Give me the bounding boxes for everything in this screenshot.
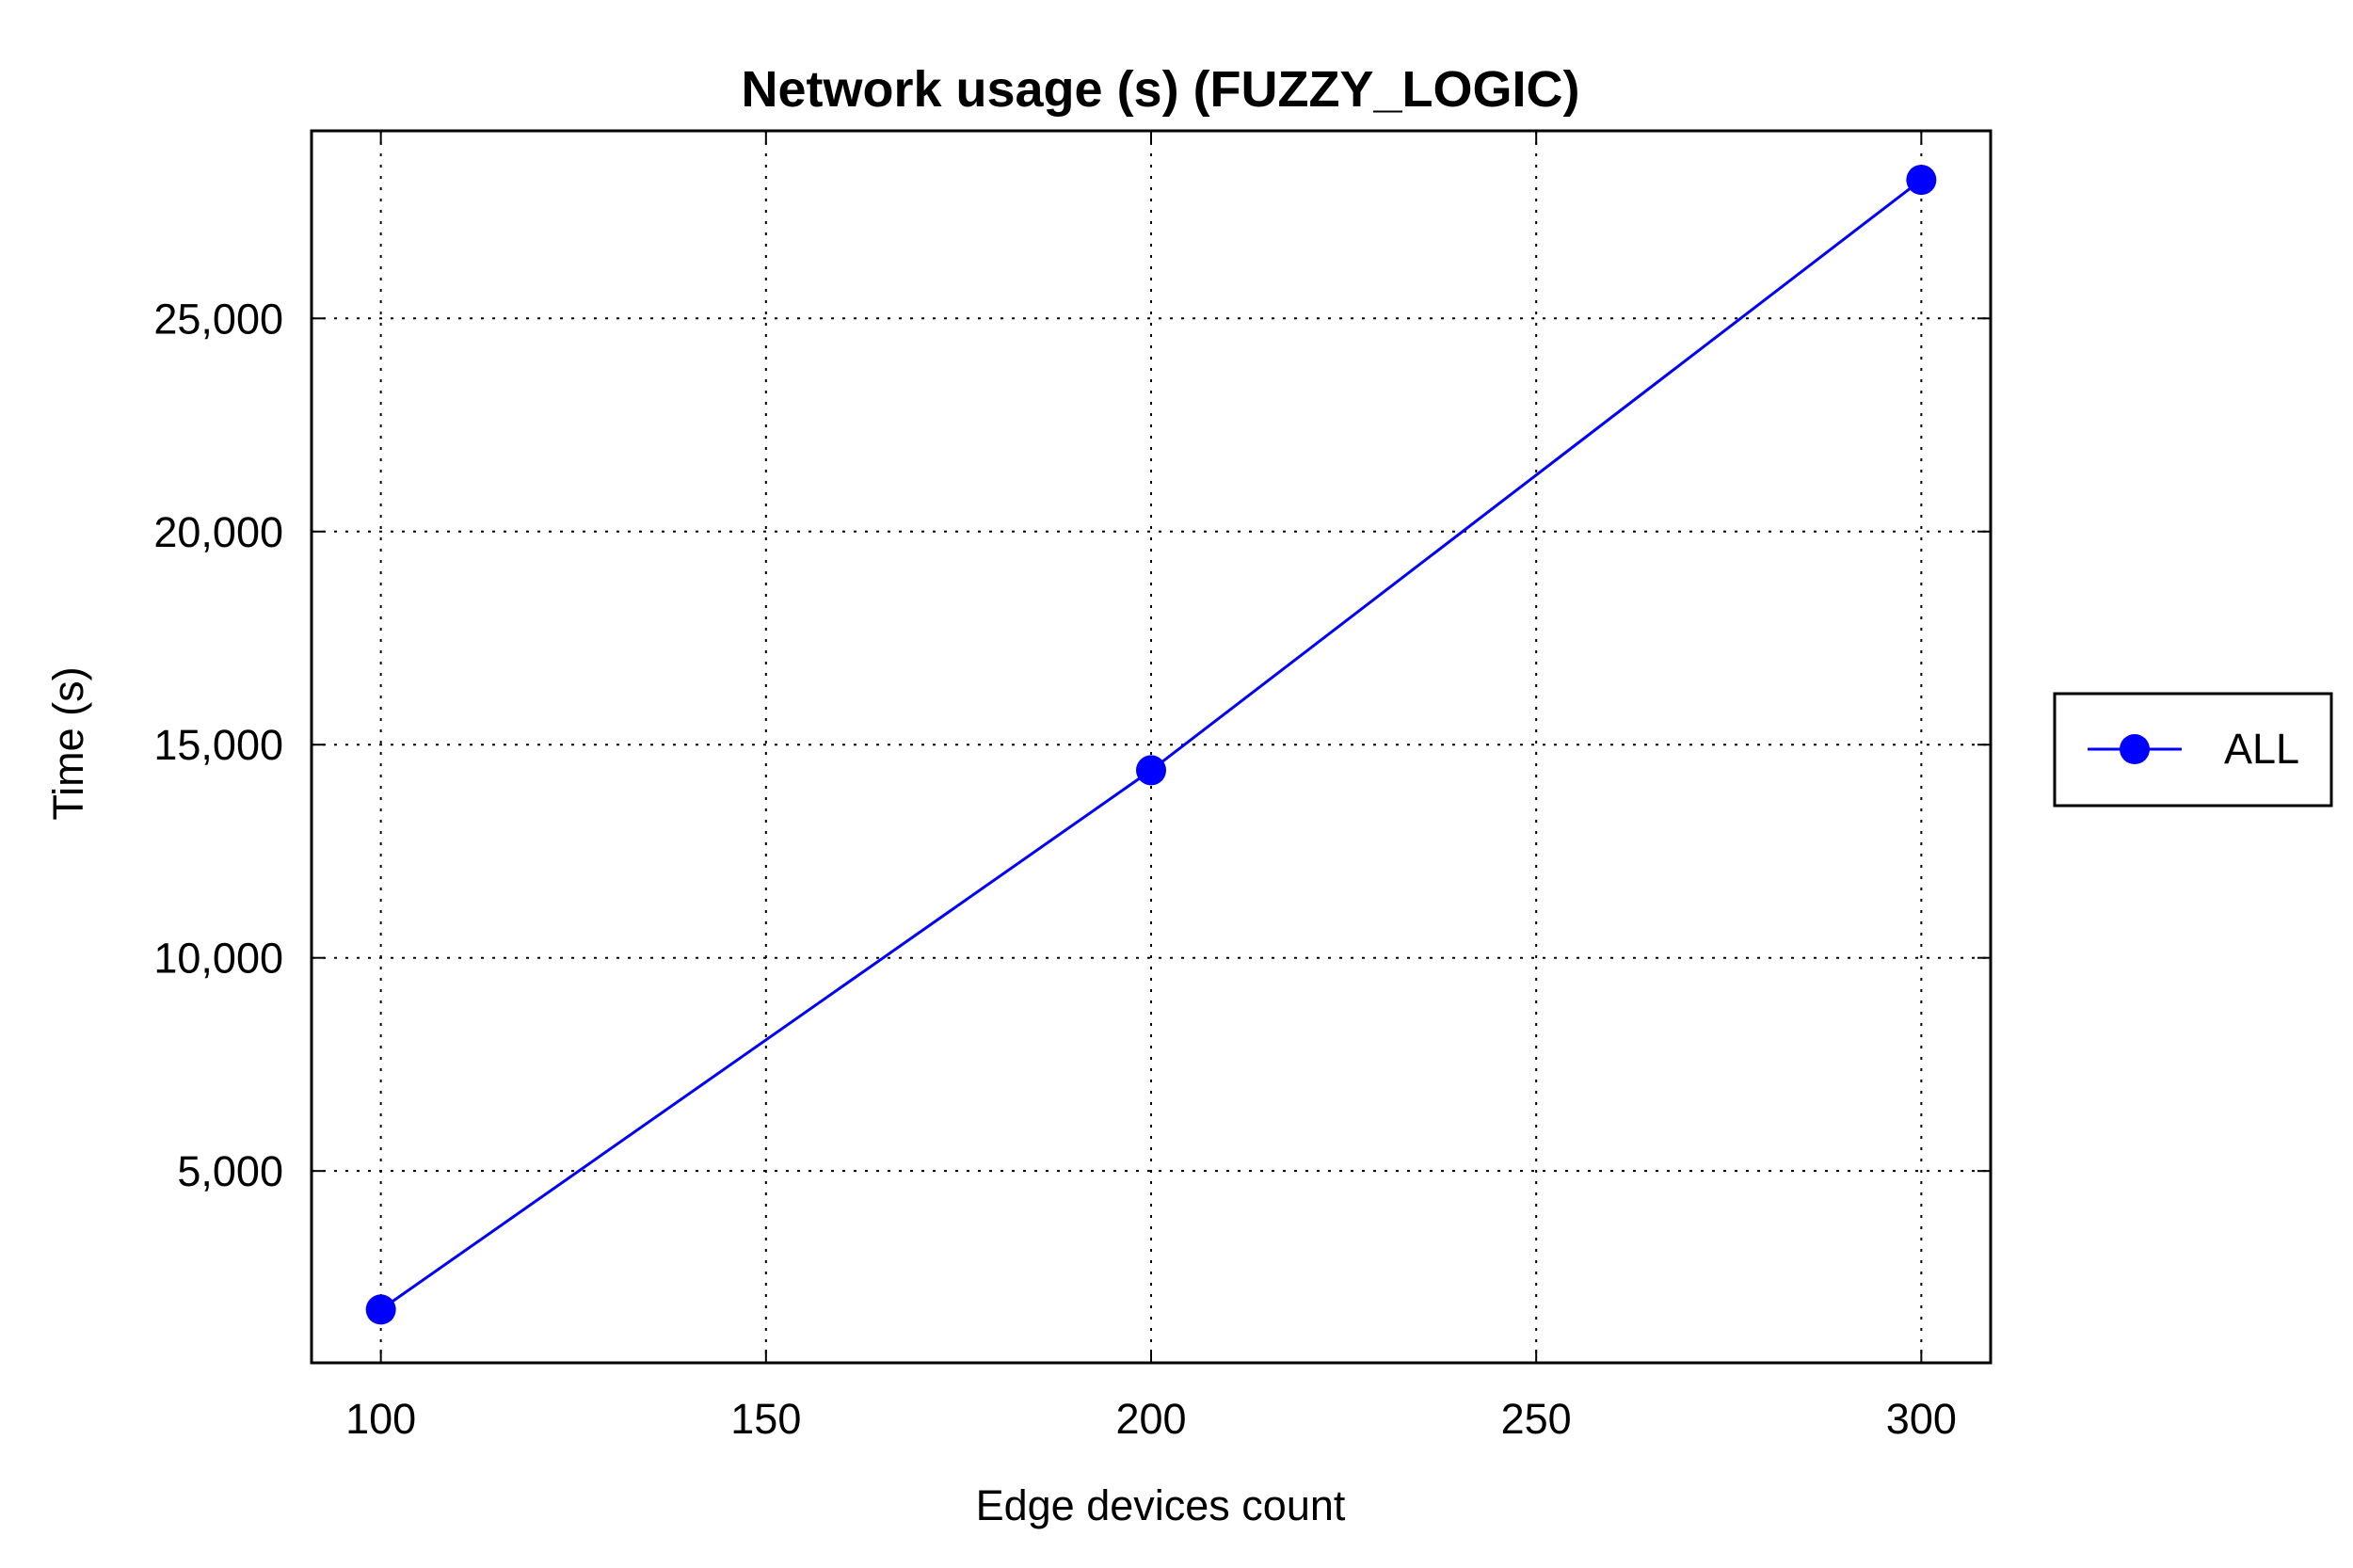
- y-tick-label-25,000: 25,000: [153, 295, 283, 343]
- legend-label: ALL: [2224, 725, 2299, 773]
- x-tick-label-150: 150: [730, 1395, 801, 1443]
- legend: ALL: [2053, 692, 2333, 808]
- grid: [312, 131, 1991, 1363]
- x-tick-label-250: 250: [1501, 1395, 1572, 1443]
- series-layer: [365, 165, 1937, 1325]
- y-tick-label-20,000: 20,000: [153, 508, 283, 556]
- legend-marker: [2120, 734, 2150, 764]
- data-point-200: [1136, 755, 1166, 786]
- chart-title: Network usage (s) (FUZZY_LOGIC): [741, 61, 1579, 118]
- x-tick-label-200: 200: [1115, 1395, 1186, 1443]
- data-point-300: [1906, 165, 1937, 196]
- y-axis-label: Time (s): [44, 666, 92, 820]
- y-tick-label-5,000: 5,000: [177, 1147, 283, 1195]
- y-tick-label-15,000: 15,000: [153, 721, 283, 769]
- x-tick-label-300: 300: [1886, 1395, 1957, 1443]
- x-tick-label-100: 100: [345, 1395, 416, 1443]
- y-tick-label-10,000: 10,000: [153, 935, 283, 983]
- x-axis-label: Edge devices count: [976, 1481, 1346, 1529]
- axes: 100 150 200 250 300 5,000 10,000 15,000 20,000 25…: [153, 129, 1993, 1443]
- data-point-100: [365, 1294, 396, 1325]
